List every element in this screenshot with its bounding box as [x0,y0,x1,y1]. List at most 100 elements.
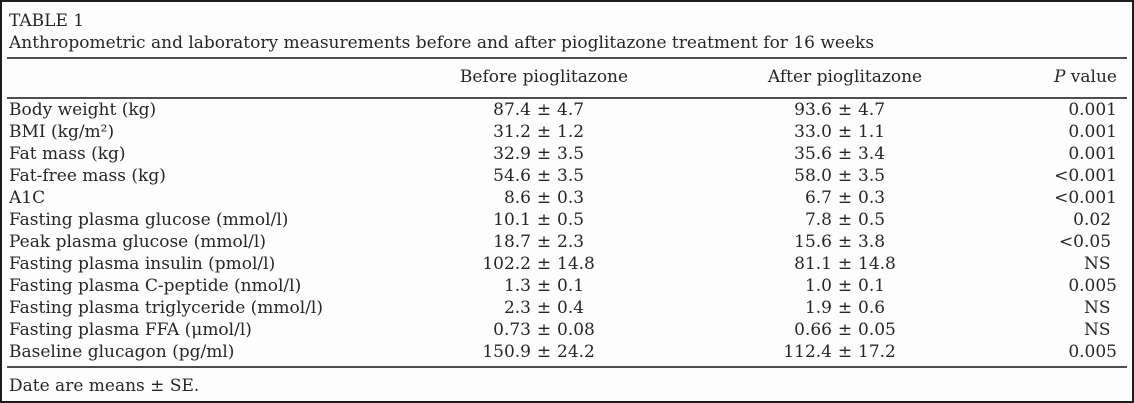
p-value-decimal-part: NS [1084,320,1111,340]
p-value-decimal-part: .001 [1079,100,1117,120]
plus-minus-sign: ± [837,188,853,208]
before-se: 0.4 [557,298,585,318]
before-value-cell: 150.9 ± 24.2 [394,341,694,363]
p-symbol: P [1053,67,1066,87]
row-label: Fasting plasma glucose (mmol/l) [9,210,289,230]
plus-minus-sign: ± [536,210,552,230]
plus-minus-sign: ± [837,144,853,164]
plus-minus-sign: ± [837,210,853,230]
table-title-block: TABLE 1 Anthropometric and laboratory me… [2,2,1132,54]
after-value-cell: 0.66 ± 0.05 [694,319,996,341]
plus-minus-sign: ± [536,276,552,296]
before-mean: 1.3 [503,276,531,296]
before-se: 2.3 [557,232,585,252]
before-value-cell: 102.2 ± 14.8 [394,253,694,275]
plus-minus-sign: ± [536,232,552,252]
table-row: Fat-free mass (kg) 54.6 ± 3.5 58.0 ± 3.5… [2,165,1132,187]
row-label: Baseline glucagon (pg/ml) [9,342,235,362]
row-label: Fat-free mass (kg) [9,166,166,186]
before-se: 0.3 [557,188,585,208]
row-label: Peak plasma glucose (mmol/l) [9,232,266,252]
before-mean: 31.2 [493,122,531,142]
p-value-decimal-part: .005 [1079,276,1117,296]
plus-minus-sign: ± [536,122,552,142]
table-body: Body weight (kg) 87.4 ± 4.7 93.6 ± 4.7 0… [2,99,1132,363]
plus-minus-sign: ± [837,320,853,340]
table-row: A1C 8.6 ± 0.3 6.7 ± 0.3 <0 .001 [2,187,1132,209]
before-value-cell: 31.2 ± 1.2 [394,121,694,143]
table-row: Baseline glucagon (pg/ml) 150.9 ± 24.2 1… [2,341,1132,363]
column-header-p-value: P value [996,67,1132,94]
p-value-cell: 0 .001 [996,143,1132,165]
after-se: 0.3 [858,188,886,208]
after-value-cell: 81.1 ± 14.8 [694,253,996,275]
p-value-integer-part [1060,297,1084,319]
p-value-integer-part [1060,253,1084,275]
after-mean: 81.1 [794,254,832,274]
before-mean: 0.73 [493,320,531,340]
after-value-cell: 6.7 ± 0.3 [694,187,996,209]
plus-minus-sign: ± [536,188,552,208]
after-mean: 6.7 [804,188,832,208]
after-mean: 1.9 [804,298,832,318]
p-value-decimal-part: NS [1084,254,1111,274]
p-value-integer-part: <0 [1058,232,1084,252]
after-value-cell: 33.0 ± 1.1 [694,121,996,143]
p-value-cell: NS [996,319,1132,341]
p-value-integer-part: 0 [1068,144,1080,164]
before-value-cell: 18.7 ± 2.3 [394,231,694,253]
table-row: Body weight (kg) 87.4 ± 4.7 93.6 ± 4.7 0… [2,99,1132,121]
column-header-after: After pioglitazone [767,67,923,87]
before-se: 4.7 [557,100,585,120]
after-se: 17.2 [858,342,896,362]
after-se: 0.6 [858,298,886,318]
before-value-cell: 87.4 ± 4.7 [394,99,694,121]
after-se: 0.1 [858,276,886,296]
p-value-cell: <0 .001 [996,187,1132,209]
column-header-before: Before pioglitazone [459,67,629,87]
after-value-cell: 1.9 ± 0.6 [694,297,996,319]
plus-minus-sign: ± [536,144,552,164]
before-value-cell: 2.3 ± 0.4 [394,297,694,319]
after-mean: 33.0 [794,122,832,142]
after-se: 4.7 [858,100,886,120]
table-row: Peak plasma glucose (mmol/l) 18.7 ± 2.3 … [2,231,1132,253]
before-se: 1.2 [557,122,585,142]
row-label: Fasting plasma triglyceride (mmol/l) [9,298,323,318]
before-se: 14.8 [557,254,595,274]
p-value-integer-part: <0 [1054,166,1080,186]
p-value-cell: 0 .001 [996,121,1132,143]
p-value-cell: 0 .005 [996,275,1132,297]
before-value-cell: 54.6 ± 3.5 [394,165,694,187]
plus-minus-sign: ± [536,298,552,318]
header-spacer [2,87,394,94]
after-mean: 93.6 [794,100,832,120]
after-se: 3.8 [858,232,886,252]
plus-minus-sign: ± [536,320,552,340]
row-label: Fasting plasma FFA (μmol/l) [9,320,252,340]
p-value-integer-part: <0 [1054,188,1080,208]
table-row: Fasting plasma C-peptide (nmol/l) 1.3 ± … [2,275,1132,297]
table-caption: Anthropometric and laboratory measuremen… [9,33,875,53]
before-mean: 102.2 [482,254,531,274]
after-value-cell: 58.0 ± 3.5 [694,165,996,187]
p-value-decimal-part: NS [1084,298,1111,318]
after-value-cell: 93.6 ± 4.7 [694,99,996,121]
plus-minus-sign: ± [837,342,853,362]
before-mean: 2.3 [503,298,531,318]
before-se: 0.08 [557,320,595,340]
p-value-cell: NS [996,253,1132,275]
before-value-cell: 32.9 ± 3.5 [394,143,694,165]
after-value-cell: 112.4 ± 17.2 [694,341,996,363]
before-mean: 32.9 [493,144,531,164]
before-mean: 10.1 [493,210,531,230]
plus-minus-sign: ± [536,100,552,120]
p-value-integer-part: 0 [1068,276,1080,296]
after-mean: 7.8 [804,210,832,230]
p-value-integer-part [1060,319,1084,341]
before-mean: 18.7 [493,232,531,252]
before-mean: 8.6 [503,188,531,208]
plus-minus-sign: ± [837,254,853,274]
after-se: 0.5 [858,210,886,230]
